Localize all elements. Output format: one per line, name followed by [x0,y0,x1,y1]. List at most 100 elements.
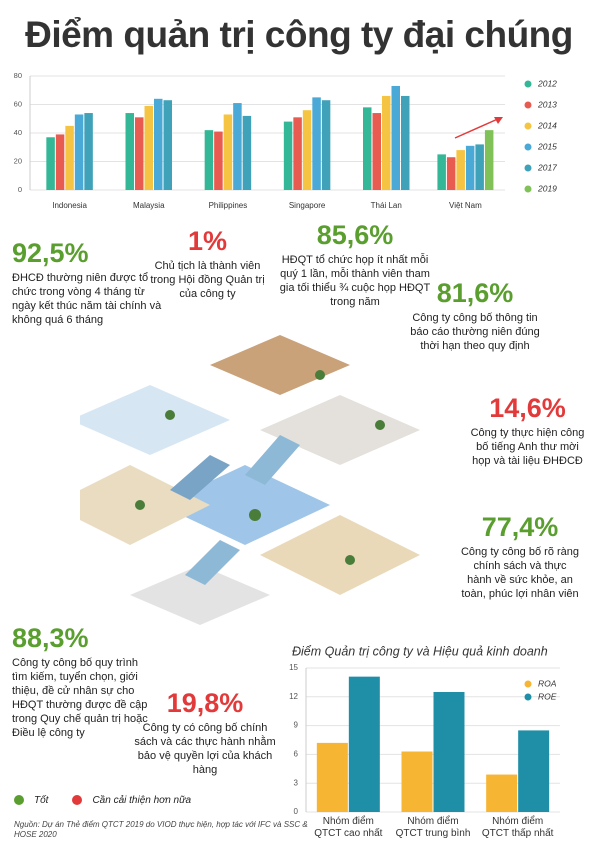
legend-marker [524,693,532,701]
x-tick-label: Singapore [289,201,326,210]
legend-label: 2015 [537,141,557,151]
y-tick-label: 0 [18,185,22,194]
plant [375,420,385,430]
trend-arrow-head [494,117,503,124]
y-tick-label: 0 [294,807,299,816]
office-floors [80,335,420,625]
bar [518,730,550,812]
stat-callout: 14,6% Công ty thực hiện công bố tiếng Anh… [470,393,585,468]
bar [293,117,302,190]
legend-marker [524,680,532,688]
trend-arrow [454,117,501,139]
legend-marker [524,101,532,109]
legend-label: ROE [538,691,557,701]
bar [55,134,65,190]
y-tick-label: 15 [289,663,298,672]
bar [446,157,456,190]
x-tick-label: Nhóm điểm QTCT trung bình [395,816,471,839]
bar [204,130,214,190]
bar [154,98,163,190]
bar [46,137,55,190]
stat-value: 77,4% [481,512,559,542]
plant [315,370,325,380]
stat-callout: 19,8% Công ty có công bố chính sách và cá… [130,688,280,777]
x-tick-label: Việt Nam [449,201,482,210]
x-tick-label: Philippines [209,201,248,210]
bar [125,113,134,190]
chart-title: Điểm Quản trị công ty và Hiệu quả kinh d… [292,644,548,658]
stat-text: Công ty công bố thông tin báo cáo thường… [410,312,540,352]
stat-text: Công ty có công bố chính sách và các thự… [134,722,276,776]
stat-text: Công ty thực hiện công bố tiếng Anh thư … [470,427,585,467]
bar [475,144,484,190]
plant [135,500,145,510]
bar [233,103,242,190]
y-tick-label: 20 [14,156,22,165]
bar [433,692,465,812]
bar [321,100,331,190]
floor [80,385,230,455]
y-tick-label: 40 [14,128,22,137]
y-tick-label: 6 [294,750,299,759]
legend-marker [524,143,532,151]
stat-text: HĐQT tổ chức họp ít nhất mỗi quý 1 lần, … [279,254,431,308]
legend-label: 2012 [537,78,557,88]
bar [135,117,144,190]
page-title: Điểm quản trị công ty đại chúng [25,14,573,55]
x-tick-label: Nhóm điểm QTCT thấp nhất [481,816,554,839]
bar [348,676,380,812]
y-tick-label: 60 [14,99,22,108]
floor [260,515,420,595]
bar [401,751,433,812]
legend-dot [14,795,24,806]
stat-value: 81,6% [436,278,514,308]
stairs [185,540,240,585]
stat-callout: 81,6% Công ty công bố thông tin báo cáo t… [410,278,540,353]
x-tick-label: Indonesia [52,201,87,210]
legend-marker [524,185,532,193]
bar [456,150,465,190]
stat-value: 14,6% [489,393,566,423]
stat-callout: 77,4% Công ty công bố rõ ràng chính sách … [460,512,580,601]
bar [302,110,312,190]
illustration [80,335,420,625]
legend-label: ROA [538,678,557,688]
bar [283,121,293,190]
x-tick-label: Thái Lan [371,201,402,210]
country-chart: 0 20 40 60 80 Indonesia Malaysia Philippines Sin… [14,71,558,210]
bar [372,113,381,190]
bar [391,85,400,190]
legend-marker [524,164,532,172]
status-legend: Tốt Cần cải thiện hơn nữa [14,795,215,806]
stat-text: ĐHCĐ thường niên được tổ chức trong vòng… [12,272,162,326]
x-tick-label: Nhóm điểm QTCT cao nhất [314,816,383,839]
bar [84,113,93,190]
bar [484,130,494,190]
legend-label: 2014 [537,120,557,130]
y-tick-label: 3 [294,778,299,787]
legend-item: Tốt [14,795,48,806]
stat-value: 19,8% [166,688,244,718]
legend-marker [524,80,532,88]
stat-text: Chủ tịch là thành viên trong Hội đồng Qu… [150,260,265,300]
plant [165,410,175,420]
bar [214,131,223,190]
source-note: Nguồn: Dự án Thẻ điểm QTCT 2019 do VIOD … [14,820,308,839]
bar [65,125,74,190]
plant [345,555,355,565]
stat-value: 92,5% [12,238,89,268]
stat-value: 85,6% [316,220,394,250]
stat-value: 1% [187,226,228,256]
bar [401,95,410,190]
legend-marker [524,122,532,130]
bar [316,742,348,812]
bar [74,114,84,190]
stairs [245,435,300,485]
legend-label: 2013 [537,99,557,109]
legend-dot [72,795,83,806]
bar [465,145,475,190]
bar [437,154,446,190]
legend-label: 2017 [537,162,557,172]
